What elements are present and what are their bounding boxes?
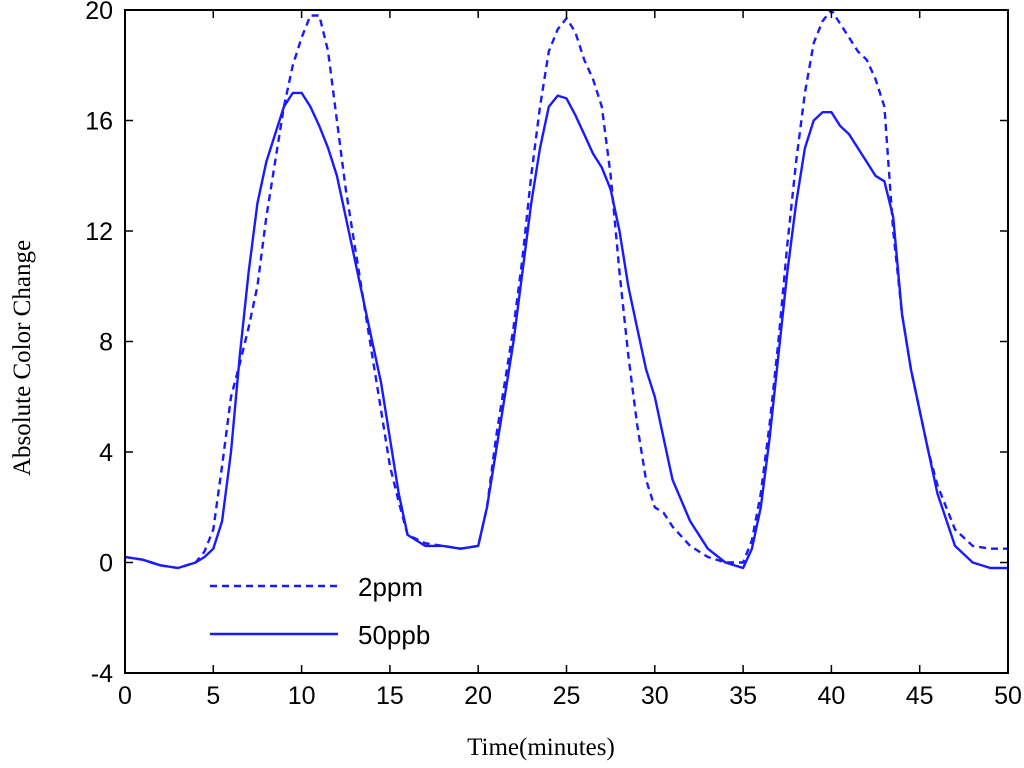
y-tick-label: 0 [99, 550, 113, 578]
x-tick-label: 40 [817, 682, 845, 710]
plot-frame [124, 9, 1009, 674]
x-axis-ticks: 0 5 10 15 20 25 30 35 40 45 50 [118, 10, 1022, 710]
y-tick-label: 4 [99, 439, 113, 467]
legend-label: 2ppm [358, 572, 423, 602]
series-line-2ppm [125, 10, 1008, 570]
x-tick-label: 20 [464, 682, 492, 710]
y-tick-label: 12 [85, 218, 113, 246]
x-tick-label: 10 [288, 682, 316, 710]
x-tick-label: 0 [118, 682, 132, 710]
legend-label: 50ppb [358, 620, 430, 650]
y-axis-title: Absolute Color Change [9, 240, 36, 476]
x-tick-label: 5 [206, 682, 220, 710]
y-tick-label: 20 [85, 0, 113, 25]
x-axis-title: Time(minutes) [467, 734, 615, 761]
x-tick-label: 45 [906, 682, 934, 710]
x-tick-label: 35 [729, 682, 757, 710]
y-tick-label: 8 [99, 329, 113, 357]
y-tick-label: -4 [91, 660, 113, 688]
x-tick-label: 30 [641, 682, 669, 710]
plot-lines [125, 10, 1008, 570]
x-tick-label: 15 [376, 682, 404, 710]
y-tick-label: 16 [85, 108, 113, 136]
legend: 2ppm 50ppb [210, 572, 430, 650]
series-line-50ppb [125, 91, 1008, 570]
y-axis-ticks: -4 0 4 8 12 16 20 [85, 0, 1008, 688]
x-tick-label: 50 [994, 682, 1022, 710]
x-tick-label: 25 [553, 682, 581, 710]
